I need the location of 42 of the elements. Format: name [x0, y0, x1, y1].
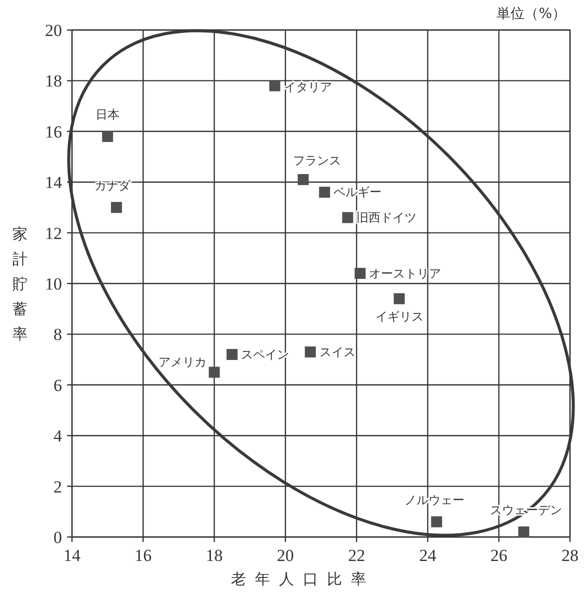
y-tick-label: 16 — [45, 122, 62, 142]
point — [110, 202, 122, 213]
y-tick-label: 12 — [45, 224, 62, 243]
x-tick-label: 20 — [276, 546, 294, 565]
y-tick-label: 14 — [45, 173, 62, 192]
y-tick-label: 8 — [54, 325, 62, 344]
x-tick-label: 22 — [348, 546, 366, 565]
point — [226, 348, 238, 360]
point — [518, 526, 530, 538]
y-tick-label: 0 — [54, 528, 62, 547]
point — [431, 516, 442, 528]
annotation: カナダ — [94, 178, 132, 192]
annotation: 旧西ドイツ — [356, 210, 417, 225]
y-tick-label: 4 — [54, 426, 62, 446]
annotation: フランス — [293, 154, 342, 168]
x-tick-label: 18 — [206, 546, 223, 565]
y-tick-label: 18 — [45, 72, 62, 91]
x-axis-title: 老年人口比率 — [231, 570, 375, 588]
y-tick-label: 6 — [54, 376, 62, 395]
x-tick-label: 16 — [134, 546, 152, 565]
point — [269, 80, 280, 92]
annotation: 日本 — [96, 107, 120, 122]
y-tick-label: 2 — [54, 477, 62, 496]
y-axis-title: 家計貯蓄率 — [12, 224, 28, 345]
annotation: アメリカ — [158, 355, 206, 370]
x-tick-label: 24 — [419, 546, 437, 565]
point — [208, 366, 220, 378]
x-tick-label: 28 — [562, 546, 578, 565]
point — [394, 293, 405, 304]
point — [354, 268, 366, 279]
annotation: イギリス — [375, 310, 424, 324]
y-tick-label: 10 — [45, 274, 62, 294]
y-tick-label: 20 — [45, 21, 62, 40]
annotation: スイス — [319, 344, 356, 359]
point — [298, 174, 309, 186]
point — [342, 212, 354, 224]
point — [304, 346, 316, 358]
point — [102, 130, 114, 142]
point — [319, 186, 330, 198]
text: 単位（%） — [496, 6, 566, 22]
annotation: オーストリア — [369, 266, 442, 280]
x-tick-label: 26 — [490, 546, 508, 565]
